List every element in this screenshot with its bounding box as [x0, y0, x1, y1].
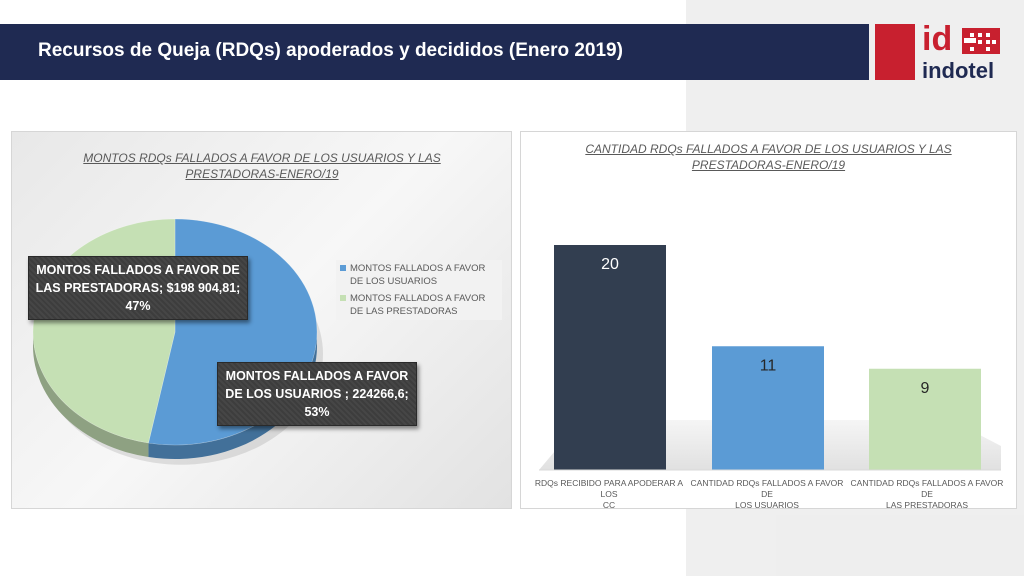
x-tick-3-line-1: CANTIDAD RDQs FALLADOS A FAVOR DE [850, 478, 1004, 499]
page-title: Recursos de Queja (RDQs) apoderados y de… [38, 40, 623, 61]
pie-chart [32, 218, 323, 465]
x-tick-label-1: RDQs RECIBIDO PARA APODERAR A LOS CC [531, 478, 687, 511]
title-bar [0, 24, 869, 80]
x-tick-3-line-2: LAS PRESTADORAS [885, 500, 969, 510]
legend-label-prestadoras: MONTOS FALLADOS A FAVOR DE LAS PRESTADOR… [350, 293, 486, 317]
logo-id-text: id [922, 20, 952, 58]
brand-red-block [875, 24, 915, 80]
bar-1 [554, 245, 666, 470]
data-label-usuarios: MONTOS FALLADOS A FAVOR DE LOS USUARIOS … [217, 362, 417, 426]
x-tick-1-line-2: CC [602, 500, 616, 510]
pie-legend: MONTOS FALLADOS A FAVOR DE LOS USUARIOS … [336, 260, 502, 320]
x-tick-2-line-2: LOS USUARIOS [735, 500, 799, 510]
pie-side-0 [148, 332, 317, 459]
legend-label-usuarios: MONTOS FALLADOS A FAVOR DE LOS USUARIOS [350, 263, 486, 287]
pie-chart-title: MONTOS RDQs FALLADOS A FAVOR DE LOS USUA… [62, 150, 462, 182]
logo-graphic: id indotel [922, 20, 1000, 83]
data-label-prestadoras: MONTOS FALLADOS A FAVOR DE LAS PRESTADOR… [28, 256, 248, 320]
bar-value-label-1: 20 [601, 256, 619, 273]
bar-value-label-3: 9 [921, 380, 930, 397]
x-tick-label-2: CANTIDAD RDQs FALLADOS A FAVOR DE LOS US… [689, 478, 845, 511]
label-usuarios-line-2: DE LOS USUARIOS ; 224266,6; [225, 387, 409, 401]
pie-title-line-2: PRESTADORAS-ENERO/19 [185, 167, 339, 181]
bar-chart-title: CANTIDAD RDQs FALLADOS A FAVOR DE LOS US… [566, 141, 971, 173]
bar-value-label-2: 11 [760, 357, 777, 374]
bar-2 [712, 346, 824, 470]
bar-title-line-1: CANTIDAD RDQs FALLADOS A FAVOR DE LOS US… [585, 142, 952, 156]
pie-side-1 [33, 332, 149, 458]
background-accent [776, 515, 1024, 576]
legend-item-usuarios: MONTOS FALLADOS A FAVOR DE LOS USUARIOS [336, 260, 502, 290]
label-usuarios-line-3: 53% [304, 405, 330, 419]
bar-3 [869, 368, 981, 470]
pie-title-line-1: MONTOS RDQs FALLADOS A FAVOR DE LOS USUA… [83, 151, 441, 165]
x-tick-2-line-1: CANTIDAD RDQs FALLADOS A FAVOR DE [690, 478, 844, 499]
label-prestadoras-line-3: 47% [125, 299, 151, 313]
pie-chart-card: MONTOS RDQs FALLADOS A FAVOR DE LOS USUA… [11, 131, 512, 509]
logo-grid-dots [964, 33, 996, 51]
legend-swatch-prestadoras [340, 295, 346, 301]
indotel-logo: id indotel [920, 20, 1004, 84]
bar-chart-card: CANTIDAD RDQs FALLADOS A FAVOR DE LOS US… [520, 131, 1017, 511]
x-tick-1-line-1: RDQs RECIBIDO PARA APODERAR A LOS [534, 478, 684, 499]
legend-item-prestadoras: MONTOS FALLADOS A FAVOR DE LAS PRESTADOR… [336, 290, 502, 320]
bar-chart: 20 11 9 [539, 245, 1001, 471]
legend-swatch-usuarios [340, 265, 346, 271]
logo-indotel-text: indotel [922, 58, 994, 83]
label-prestadoras-line-2: LAS PRESTADORAS; $198 904,81; [35, 281, 241, 295]
label-prestadoras-line-1: MONTOS FALLADOS A FAVOR DE [36, 263, 240, 277]
x-tick-label-3: CANTIDAD RDQs FALLADOS A FAVOR DE LAS PR… [847, 478, 1007, 511]
label-usuarios-line-1: MONTOS FALLADOS A FAVOR [225, 369, 409, 383]
pie-slice-prestadoras [32, 218, 176, 444]
bar-title-line-2: PRESTADORAS-ENERO/19 [691, 158, 846, 172]
